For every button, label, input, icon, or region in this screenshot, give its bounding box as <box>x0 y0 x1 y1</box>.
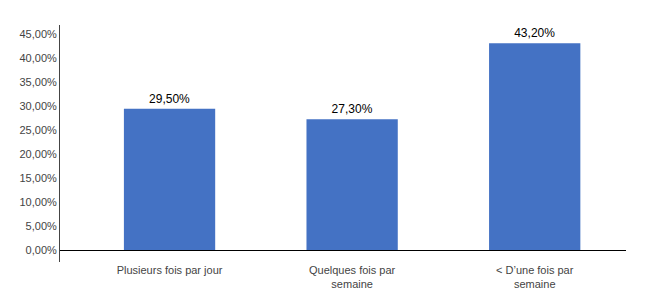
svg-text:35,00%: 35,00% <box>19 76 57 88</box>
svg-text:40,00%: 40,00% <box>19 52 57 64</box>
svg-text:25,00%: 25,00% <box>19 124 57 136</box>
svg-text:0,00%: 0,00% <box>26 244 57 256</box>
svg-text:43,20%: 43,20% <box>514 26 555 40</box>
svg-text:30,00%: 30,00% <box>19 100 57 112</box>
svg-text:5,00%: 5,00% <box>26 220 57 232</box>
svg-text:15,00%: 15,00% <box>19 172 57 184</box>
svg-text:Quelques fois parsemaine: Quelques fois parsemaine <box>309 264 396 290</box>
svg-text:Plusieurs fois par jour: Plusieurs fois par jour <box>117 264 223 276</box>
svg-text:20,00%: 20,00% <box>19 148 57 160</box>
svg-text:< D’une fois parsemaine: < D’une fois parsemaine <box>496 264 574 290</box>
svg-text:45,00%: 45,00% <box>19 28 57 40</box>
svg-text:10,00%: 10,00% <box>19 196 57 208</box>
svg-text:27,30%: 27,30% <box>332 102 373 116</box>
svg-text:29,50%: 29,50% <box>149 92 190 106</box>
